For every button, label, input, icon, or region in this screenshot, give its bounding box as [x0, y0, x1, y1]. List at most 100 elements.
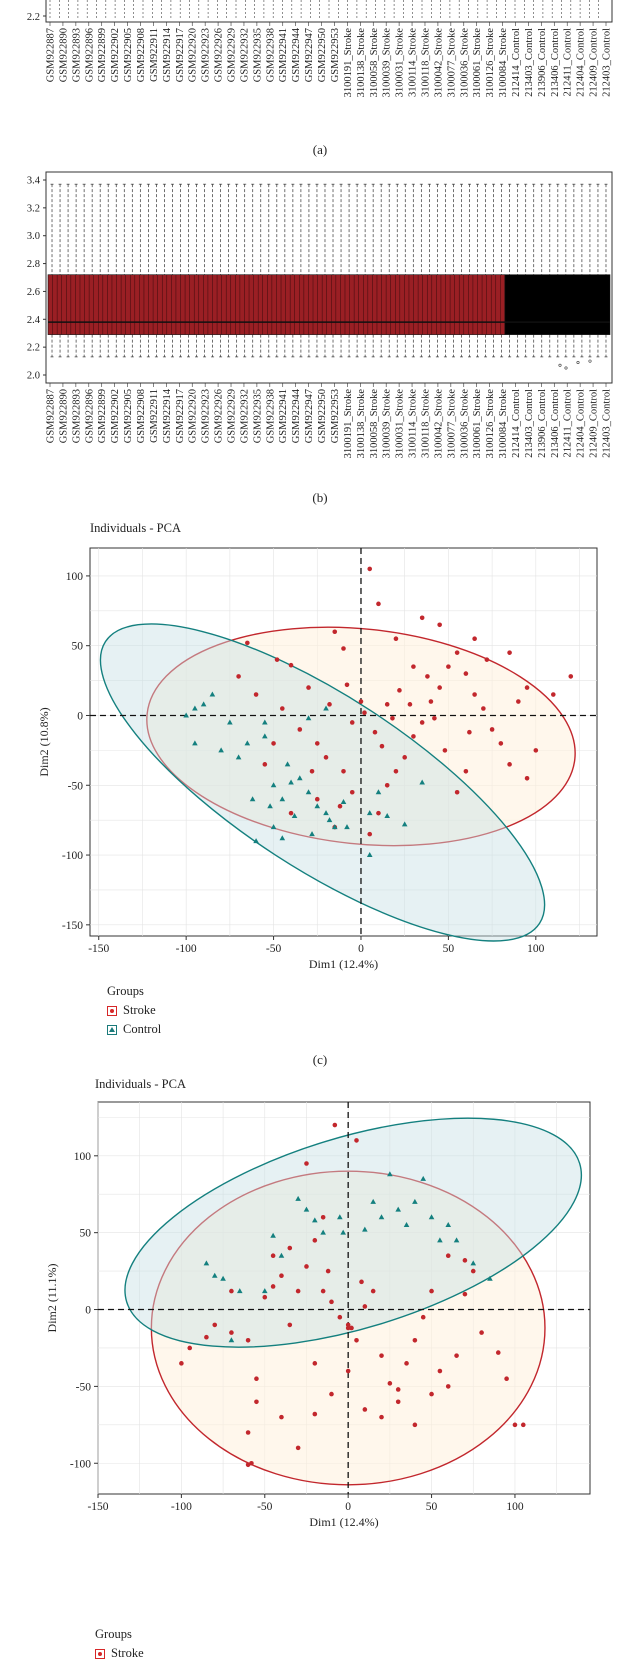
- point-stroke: [445, 1384, 451, 1389]
- x-tick-label: GSM922932: [239, 389, 250, 443]
- y-tick-label: 3.0: [27, 231, 40, 242]
- x-tick-label: GSM922911: [149, 389, 160, 443]
- x-tick-label: 213406_Control: [550, 28, 561, 97]
- x-tick-label: GSM922938: [265, 389, 276, 443]
- x-tick-label: 213403_Control: [524, 389, 535, 458]
- point-control: [437, 1237, 443, 1243]
- y-tick-label: 2.0: [27, 371, 40, 382]
- point-stroke: [411, 664, 416, 669]
- x-tick-label: GSM922929: [227, 28, 238, 82]
- caption-c: (c): [312, 1052, 328, 1067]
- point-control: [326, 817, 333, 823]
- point-control: [331, 824, 338, 830]
- point-stroke: [314, 741, 320, 746]
- x-tick-label: 3100036_Stroke: [459, 28, 470, 98]
- point-control: [323, 705, 329, 711]
- point-control: [279, 835, 286, 841]
- panel-d: -150 -100 -50 0 50 100 -100 -50 0 50 100 Dim1 (12.4…: [0, 1096, 640, 1556]
- point-stroke: [323, 755, 329, 760]
- point-stroke: [262, 762, 268, 767]
- x-tick-label: 3100039_Stroke: [382, 389, 393, 459]
- point-stroke: [470, 1268, 476, 1274]
- point-stroke: [229, 1330, 234, 1335]
- x-tick-label: GSM922950: [317, 28, 328, 82]
- point-control: [270, 782, 277, 788]
- point-stroke: [262, 1294, 268, 1300]
- y-tick-label: -100: [70, 1458, 91, 1470]
- x-tick-label: -100: [171, 1501, 192, 1513]
- x-tick-label: 3100061_Stroke: [472, 28, 483, 98]
- x-tick-label: 3100084_Stroke: [498, 28, 509, 98]
- x-tick-label: GSM922932: [239, 28, 250, 82]
- x-tick-label: GSM922893: [71, 28, 82, 82]
- point-control: [340, 799, 347, 805]
- point-stroke: [429, 1391, 434, 1397]
- point-control: [403, 1221, 410, 1227]
- point-stroke: [419, 720, 425, 725]
- x-tick-label: GSM922899: [97, 389, 108, 443]
- x-tick-label: GSM922923: [201, 28, 212, 82]
- point-stroke: [467, 729, 472, 735]
- point-stroke: [245, 640, 250, 646]
- point-stroke: [393, 636, 399, 642]
- point-stroke: [327, 702, 332, 707]
- pca-c-title: Individuals - PCA: [90, 521, 181, 535]
- point-stroke: [279, 1273, 284, 1279]
- x-tick-label: 50: [443, 943, 455, 955]
- x-tick-label: GSM922935: [252, 389, 263, 443]
- y-axis-label: Dim2 (11.1%): [45, 1264, 59, 1333]
- x-tick-label: 3100039_Stroke: [382, 28, 393, 98]
- point-control: [235, 754, 242, 760]
- x-tick-label: GSM922938: [265, 28, 276, 82]
- x-tick-label: 212403_Control: [602, 28, 613, 97]
- x-tick-label: 212403_Control: [602, 389, 613, 458]
- point-stroke: [287, 1245, 293, 1251]
- point-stroke: [411, 734, 416, 739]
- point-stroke: [379, 743, 385, 749]
- legend-c-title: Groups: [107, 984, 144, 998]
- point-control: [303, 1206, 310, 1212]
- x-tick-label: GSM922911: [149, 28, 160, 82]
- point-stroke: [533, 748, 539, 753]
- point-control: [253, 838, 259, 844]
- legend-d-title: Groups: [95, 1627, 132, 1641]
- x-tick-label: GSM922929: [227, 389, 238, 443]
- point-stroke: [362, 1407, 368, 1412]
- point-stroke: [341, 646, 346, 651]
- point-stroke: [425, 674, 430, 679]
- point-control: [320, 1229, 326, 1235]
- x-tick-label: GSM922917: [175, 28, 186, 82]
- y-tick-label: 3.2: [27, 203, 40, 214]
- outlier-point: [588, 359, 592, 363]
- x-tick-label: GSM922896: [84, 389, 95, 443]
- point-control: [445, 1221, 452, 1227]
- point-stroke: [187, 1345, 193, 1351]
- point-stroke: [372, 729, 378, 735]
- y-tick-label: 2.8: [27, 259, 40, 270]
- point-stroke: [358, 699, 364, 704]
- y-tick-label: 2.2: [27, 12, 40, 23]
- x-tick-label: 212404_Control: [576, 28, 587, 97]
- point-control: [419, 779, 425, 785]
- point-control: [291, 812, 298, 818]
- x-tick-label: GSM922926: [214, 389, 225, 443]
- point-stroke: [320, 1214, 326, 1220]
- x-tick-label: 212411_Control: [563, 389, 574, 458]
- x-tick-label: 3100058_Stroke: [369, 28, 380, 98]
- x-tick-label: -50: [266, 943, 282, 955]
- point-stroke: [412, 1422, 418, 1428]
- x-tick-label: GSM922920: [188, 389, 199, 443]
- point-stroke: [463, 671, 469, 676]
- point-stroke: [280, 706, 285, 711]
- point-stroke: [524, 775, 530, 781]
- point-stroke: [442, 748, 448, 753]
- point-control: [420, 1175, 427, 1181]
- x-tick-label: 3100042_Stroke: [433, 389, 444, 459]
- point-stroke: [412, 1337, 418, 1343]
- x-tick-label: 212414_Control: [511, 28, 522, 97]
- panel-a: 2.2 GSM922887 GSM922890 GSM922893 GSM922896 G…: [0, 0, 640, 160]
- x-tick-label: 213906_Control: [537, 389, 548, 458]
- x-tick-label: GSM922905: [123, 389, 134, 443]
- x-tick-label: GSM922896: [84, 28, 95, 82]
